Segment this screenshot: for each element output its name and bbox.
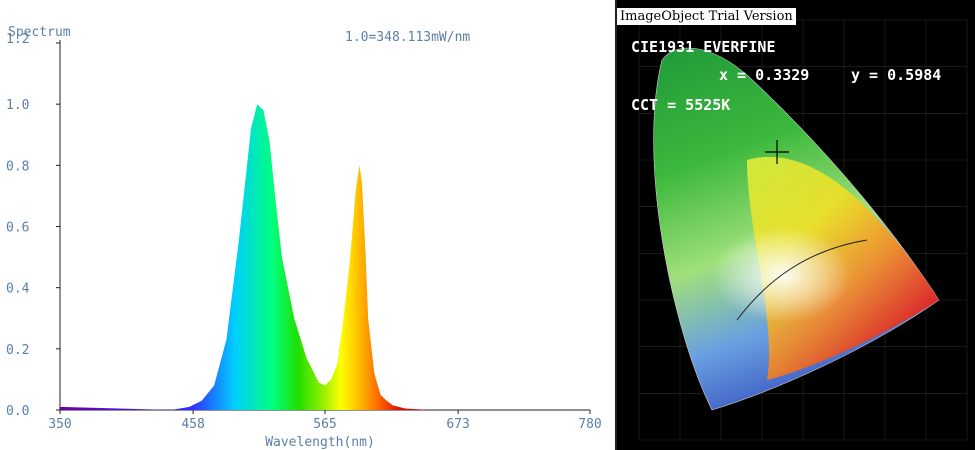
cie-title: CIE1931 EVERFINE [631, 38, 776, 56]
y-tick-label: 0.4 [6, 282, 30, 297]
chart-title: Spectrum [8, 25, 71, 40]
x-tick-label: 350 [48, 417, 71, 432]
panel-divider [615, 0, 617, 450]
cct-text: CCT = 5525K [631, 96, 731, 114]
normalization-annotation: 1.0=348.113mW/nm [345, 30, 470, 45]
x-tick-label: 458 [181, 417, 204, 432]
y-coordinate-text: y = 0.5984 [851, 66, 942, 84]
spectrum-chart: 0.0 0.2 0.4 0.6 0.8 1.0 1.2 350 458 565 673 780 Sp… [6, 25, 602, 450]
y-tick-label: 0.6 [6, 221, 29, 236]
cie-chromaticity-diagram: ImageObject Trial Version CIE1931 EVERFI… [617, 0, 975, 450]
x-tick-label: 565 [313, 417, 336, 432]
spectrum-area [60, 104, 590, 410]
trial-version-banner: ImageObject Trial Version [617, 8, 796, 25]
y-tick-label: 1.2 [6, 32, 29, 47]
y-tick-label: 0.0 [6, 404, 29, 419]
cie-plot [638, 19, 968, 441]
x-tick-label: 780 [578, 417, 601, 432]
spectrum-plot: 0.0 0.2 0.4 0.6 0.8 1.0 1.2 350 458 565 673 780 Sp… [6, 25, 602, 450]
y-tick-label: 0.8 [6, 159, 29, 174]
y-tick-label: 0.2 [6, 343, 29, 358]
x-tick-label: 673 [446, 417, 469, 432]
planckian-locus [736, 239, 868, 321]
x-axis-label: Wavelength(nm) [265, 435, 375, 450]
y-tick-label: 1.0 [6, 98, 29, 113]
x-coordinate-text: x = 0.3329 [719, 66, 810, 84]
